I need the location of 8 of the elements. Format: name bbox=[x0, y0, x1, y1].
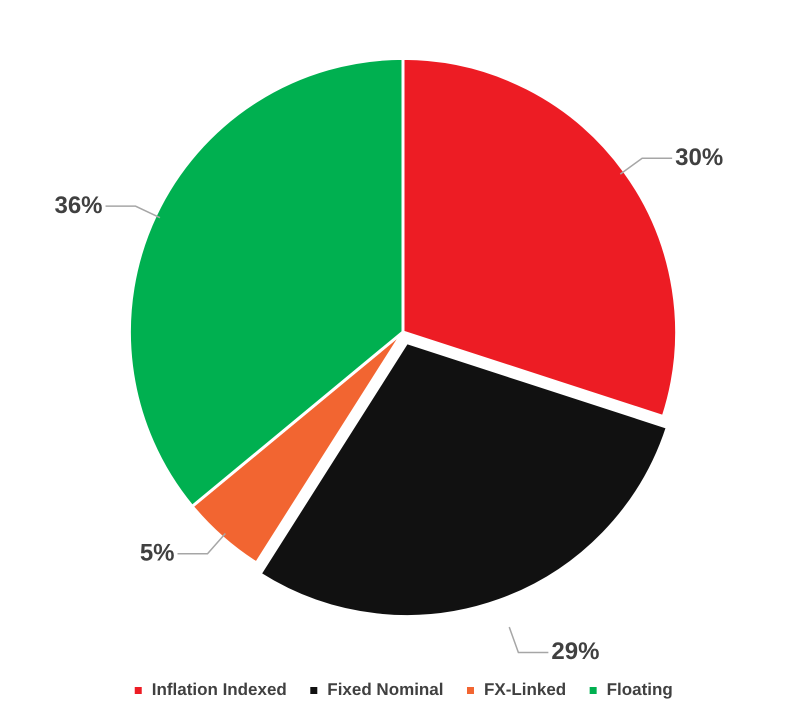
legend-label: Fixed Nominal bbox=[327, 680, 444, 700]
data-label: 5% bbox=[140, 539, 175, 566]
legend-label: Inflation Indexed bbox=[152, 680, 287, 700]
data-label: 30% bbox=[675, 144, 724, 171]
legend-label: Floating bbox=[606, 680, 673, 700]
data-label: 36% bbox=[54, 192, 103, 219]
data-label: 29% bbox=[551, 638, 600, 666]
legend-label: FX-Linked bbox=[484, 680, 566, 700]
